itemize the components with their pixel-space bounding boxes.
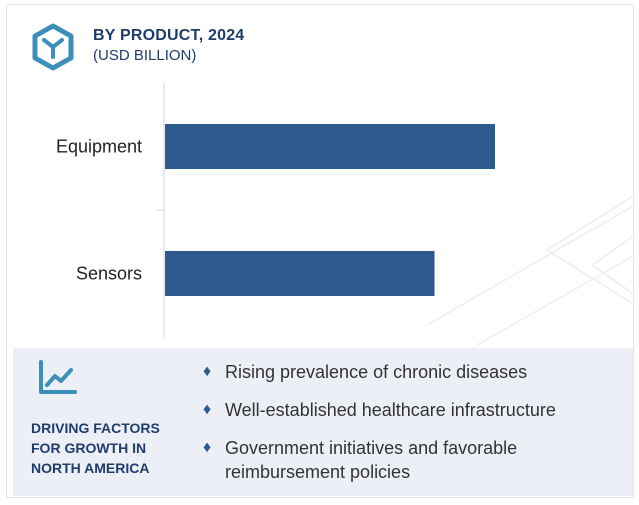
category-label: Sensors (76, 264, 142, 284)
factor-text: Well-established healthcare infrastructu… (225, 400, 556, 420)
list-item: ♦ Well-established healthcare infrastruct… (203, 398, 623, 422)
chart-subtitle: (USD BILLION) (93, 47, 197, 64)
list-item: ♦ Government initiatives and favorable re… (203, 436, 623, 484)
diamond-bullet-icon: ♦ (203, 439, 212, 456)
list-item: ♦ Rising prevalence of chronic diseases (203, 360, 623, 384)
background-decoration (426, 195, 633, 346)
driving-factors-label: DRIVING FACTORS FOR GROWTH IN NORTH AMER… (31, 420, 160, 476)
factor-text: Rising prevalence of chronic diseases (225, 362, 528, 382)
bar-chart: Equipment Sensors (56, 83, 495, 337)
driving-factors-panel: DRIVING FACTORS FOR GROWTH IN NORTH AMER… (13, 348, 633, 497)
diamond-bullet-icon: ♦ (203, 401, 212, 418)
diamond-bullet-icon: ♦ (203, 363, 212, 380)
hexagon-y-logo-icon (32, 23, 74, 71)
bar-sensors (165, 251, 435, 296)
infographic-frame: BY PRODUCT, 2024 (USD BILLION) Equipment… (6, 4, 634, 498)
category-label: Equipment (56, 137, 142, 157)
factor-text: Government initiatives and favorable rei… (225, 438, 518, 482)
driving-factors-list: ♦ Rising prevalence of chronic diseases ♦… (203, 360, 623, 497)
line-chart-trend-icon (39, 360, 77, 394)
chart-title: BY PRODUCT, 2024 (93, 27, 245, 44)
bar-equipment (165, 124, 495, 169)
